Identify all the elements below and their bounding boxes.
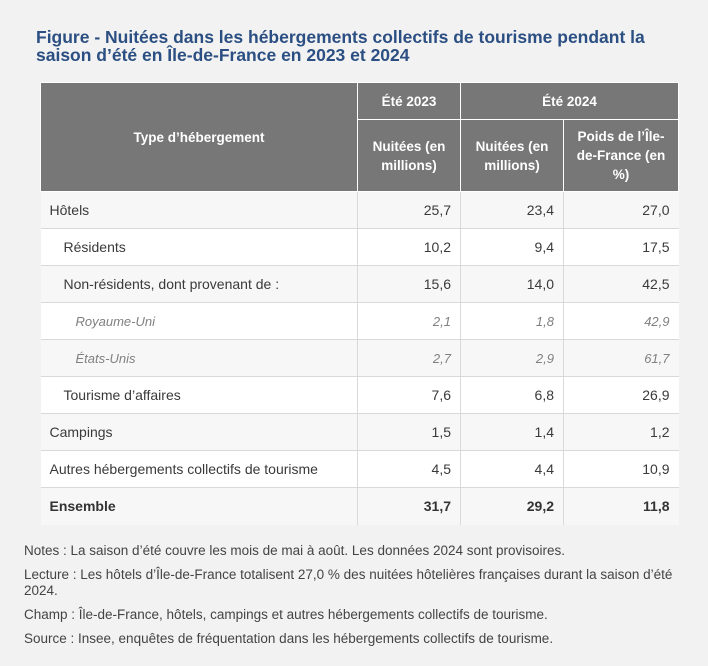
table-row: Tourisme d’affaires 7,6 6,8 26,9 xyxy=(40,376,679,414)
cell-2023: 25,7 xyxy=(357,191,461,229)
cell-poids: 27,0 xyxy=(562,191,679,229)
table-row: Autres hébergements collectifs de touris… xyxy=(40,450,679,488)
cell-2024: 2,9 xyxy=(460,339,564,377)
header-type: Type d’hébergement xyxy=(40,82,358,192)
cell-poids: 1,2 xyxy=(562,413,679,451)
cell-poids: 17,5 xyxy=(562,228,679,266)
note-champ: Champ : Île-de-France, hôtels, campings … xyxy=(24,607,548,622)
table-row-total: Ensemble 31,7 29,2 11,8 xyxy=(40,487,679,525)
header-ete-2023: Été 2023 xyxy=(357,82,461,120)
cell-2024: 9,4 xyxy=(460,228,564,266)
cell-2023: 31,7 xyxy=(357,487,461,525)
data-table: Type d’hébergement Été 2023 Été 2024 Nui… xyxy=(40,82,680,525)
row-label: Campings xyxy=(40,413,358,451)
cell-poids: 42,9 xyxy=(562,302,679,340)
row-label: Tourisme d’affaires xyxy=(40,376,358,414)
cell-2023: 15,6 xyxy=(357,265,461,303)
cell-2024: 23,4 xyxy=(460,191,564,229)
cell-2023: 7,6 xyxy=(357,376,461,414)
cell-2024: 14,0 xyxy=(460,265,564,303)
cell-2023: 10,2 xyxy=(357,228,461,266)
cell-poids: 11,8 xyxy=(562,487,679,525)
note-lecture: Lecture : Les hôtels d’Île-de-France tot… xyxy=(24,567,673,598)
row-label: États-Unis xyxy=(40,339,358,377)
header-nuitees-2023: Nuitées (en millions) xyxy=(357,119,461,192)
row-label: Autres hébergements collectifs de touris… xyxy=(40,450,358,488)
row-label: Hôtels xyxy=(40,191,358,229)
table-row: Non-résidents, dont provenant de : 15,6 … xyxy=(40,265,679,303)
cell-2024: 6,8 xyxy=(460,376,564,414)
notes-section: Notes : La saison d’été couvre les mois … xyxy=(24,543,692,655)
cell-poids: 42,5 xyxy=(562,265,679,303)
cell-2023: 2,7 xyxy=(357,339,461,377)
cell-poids: 61,7 xyxy=(562,339,679,377)
cell-poids: 26,9 xyxy=(562,376,679,414)
note-notes: Notes : La saison d’été couvre les mois … xyxy=(24,543,566,558)
table-row: Campings 1,5 1,4 1,2 xyxy=(40,413,679,451)
row-label: Ensemble xyxy=(40,487,358,525)
row-label: Non-résidents, dont provenant de : xyxy=(40,265,358,303)
cell-2023: 4,5 xyxy=(357,450,461,488)
row-label: Royaume-Uni xyxy=(40,302,358,340)
cell-2023: 1,5 xyxy=(357,413,461,451)
header-ete-2024: Été 2024 xyxy=(459,82,680,120)
table-row: Royaume-Uni 2,1 1,8 42,9 xyxy=(40,302,679,340)
table-body: Hôtels 25,7 23,4 27,0 Résidents 10,2 9,4… xyxy=(40,191,679,525)
table-row: Hôtels 25,7 23,4 27,0 xyxy=(40,191,679,229)
table-header: Type d’hébergement Été 2023 Été 2024 Nui… xyxy=(40,82,680,192)
cell-2024: 29,2 xyxy=(460,487,564,525)
cell-2023: 2,1 xyxy=(357,302,461,340)
note-source: Source : Insee, enquêtes de fréquentatio… xyxy=(24,631,554,646)
table-row: Résidents 10,2 9,4 17,5 xyxy=(40,228,679,266)
cell-2024: 1,8 xyxy=(460,302,564,340)
cell-2024: 1,4 xyxy=(460,413,564,451)
row-label: Résidents xyxy=(40,228,358,266)
figure-title: Figure - Nuitées dans les hébergements c… xyxy=(36,27,645,65)
cell-2024: 4,4 xyxy=(460,450,564,488)
table-row: États-Unis 2,7 2,9 61,7 xyxy=(40,339,679,377)
cell-poids: 10,9 xyxy=(562,450,679,488)
header-nuitees-2024: Nuitées (en millions) xyxy=(460,119,564,192)
header-poids: Poids de l’Île-de-France (en %) xyxy=(562,119,680,192)
